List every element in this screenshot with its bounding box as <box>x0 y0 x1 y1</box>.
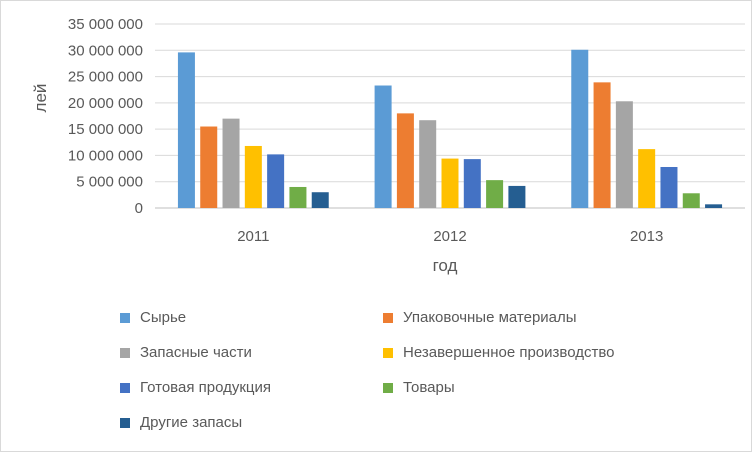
legend-item: Сырье <box>120 309 186 326</box>
legend-swatch <box>383 382 393 393</box>
bar <box>682 193 700 208</box>
y-tick-label: 25 000 000 <box>68 69 143 86</box>
bar <box>486 180 504 208</box>
legend-swatch <box>120 382 130 393</box>
bars <box>177 49 723 209</box>
bar <box>593 82 611 208</box>
x-tick-label: 2013 <box>630 228 663 245</box>
bar <box>222 118 240 208</box>
legend-item: Товары <box>383 379 455 396</box>
legend-swatch <box>120 417 130 428</box>
legend-label: Готовая продукция <box>140 379 271 396</box>
bar <box>615 101 633 208</box>
bar <box>571 49 589 209</box>
x-tick-labels: 2011 2012 2013 <box>237 228 663 245</box>
legend-swatch <box>383 347 393 358</box>
legend-label: Упаковочные материалы <box>403 309 577 326</box>
legend-swatch <box>383 312 393 323</box>
legend-label: Другие запасы <box>140 414 243 431</box>
bar <box>267 154 285 208</box>
bar <box>463 159 481 208</box>
y-tick-label: 15 000 000 <box>68 121 143 138</box>
y-tick-label: 35 000 000 <box>68 16 143 33</box>
x-tick-label: 2011 <box>237 228 269 245</box>
x-tick-label: 2012 <box>433 228 466 245</box>
y-tick-label: 20 000 000 <box>68 95 143 112</box>
bar <box>638 149 656 208</box>
legend-item: Готовая продукция <box>120 379 271 396</box>
x-axis-title: год <box>433 256 458 275</box>
legend-label: Товары <box>403 379 455 396</box>
bar <box>508 185 526 208</box>
legend-item: Упаковочные материалы <box>383 309 577 326</box>
bar <box>200 126 218 208</box>
legend-item: Незавершенное производство <box>383 344 615 361</box>
legend-label: Сырье <box>140 309 187 326</box>
bar <box>419 120 437 208</box>
y-tick-label: 0 <box>135 200 143 217</box>
bar <box>289 186 307 208</box>
legend-label: Запасные части <box>140 344 252 361</box>
y-axis-title: лей <box>31 84 50 113</box>
legend-item: Запасные части <box>120 344 252 361</box>
y-tick-label: 5 000 000 <box>76 174 143 191</box>
y-tick-label: 30 000 000 <box>68 42 143 59</box>
bar <box>441 158 459 208</box>
y-tick-labels: 0 5 000 000 10 000 000 15 000 000 20 000 000… <box>68 16 143 217</box>
bar <box>311 192 329 208</box>
bar <box>660 166 678 208</box>
legend-item: Другие запасы <box>120 414 242 431</box>
bar <box>177 52 195 208</box>
bar <box>705 204 723 208</box>
legend-swatch <box>120 347 130 358</box>
bar <box>244 145 262 208</box>
legend-swatch <box>120 312 130 323</box>
bar <box>396 113 414 208</box>
bar <box>374 85 392 208</box>
y-tick-label: 10 000 000 <box>68 147 143 164</box>
legend-label: Незавершенное производство <box>403 344 615 361</box>
